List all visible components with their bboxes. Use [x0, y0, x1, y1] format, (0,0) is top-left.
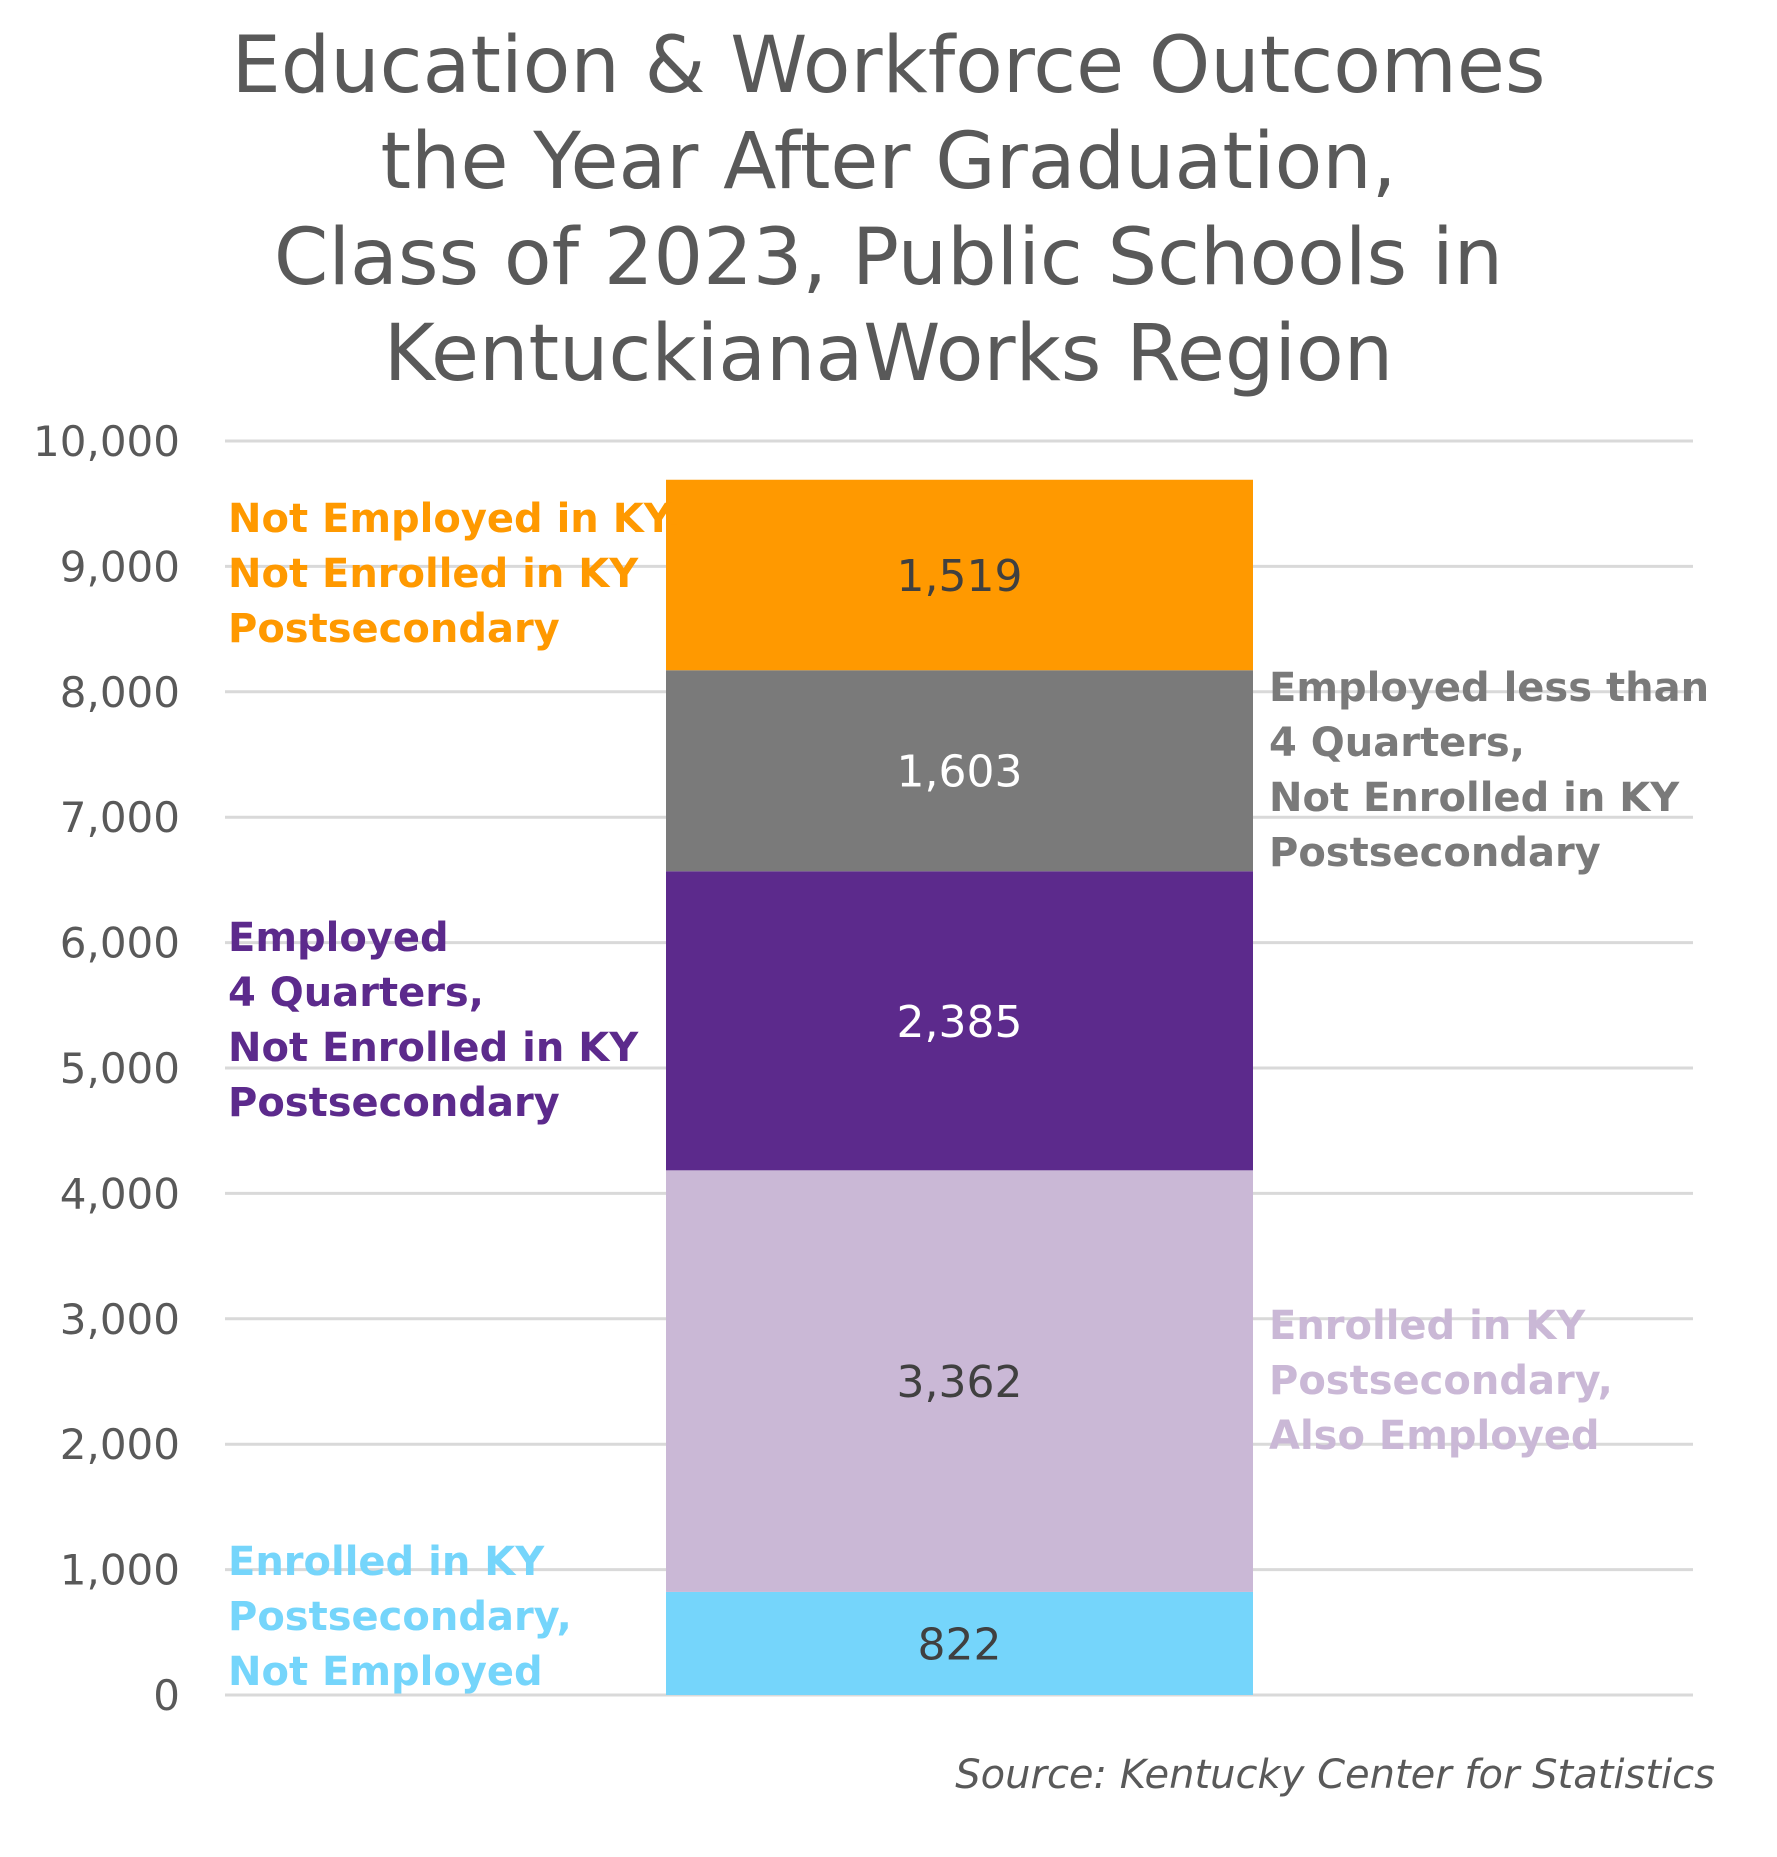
segment-label-line: Postsecondary — [228, 1079, 560, 1126]
y-tick-label: 10,000 — [33, 417, 180, 466]
segment-label-line: Postsecondary — [228, 606, 560, 653]
data-label: 1,519 — [897, 551, 1023, 602]
y-tick-label: 1,000 — [60, 1546, 180, 1595]
y-tick-label: 3,000 — [60, 1295, 180, 1344]
segment-category-label: Not Employed in KY, Not Enrolled in KY Pos… — [228, 492, 681, 657]
segment-label-line: Employed less than — [1269, 664, 1710, 711]
y-tick-label: 5,000 — [60, 1044, 180, 1093]
segment-label-line: Enrolled in KY — [228, 1539, 545, 1585]
segment-label-line: Postsecondary, — [1269, 1357, 1613, 1404]
data-label: 822 — [918, 1619, 1002, 1670]
segment-category-label: Employed less than 4 Quarters, Not Enrolle… — [1269, 661, 1709, 881]
y-tick-label: 4,000 — [60, 1169, 180, 1218]
segment-label-line: 4 Quarters, — [1269, 719, 1525, 766]
segment-label-line: Postsecondary, — [228, 1594, 572, 1640]
segment-label-line: Postsecondary — [1269, 829, 1601, 876]
data-label: 2,385 — [897, 997, 1023, 1048]
y-tick-label: 0 — [153, 1671, 180, 1720]
y-tick-label: 8,000 — [60, 668, 180, 717]
data-label: 3,362 — [897, 1357, 1023, 1408]
chart-title-line: KentuckianaWorks Region — [383, 309, 1394, 399]
y-tick-label: 2,000 — [60, 1420, 180, 1469]
segment-label-line: Not Enrolled in KY — [228, 1024, 639, 1071]
bar-segment — [666, 670, 1253, 872]
bar-segment — [666, 479, 1253, 671]
segment-label-line: Employed — [228, 914, 449, 961]
bar-segment — [666, 1170, 1253, 1592]
data-label: 1,603 — [897, 747, 1023, 798]
segment-category-label: Enrolled in KY Postsecondary, Not Employed — [228, 1535, 572, 1700]
segment-label-line: 4 Quarters, — [228, 969, 484, 1016]
segment-category-label: Employed 4 Quarters, Not Enrolled in KY Pos… — [228, 911, 638, 1131]
chart-title: Education & Workforce Outcomes the Year … — [0, 18, 1777, 402]
bar-segment — [666, 1591, 1253, 1695]
bar-segment — [666, 871, 1253, 1171]
segment-label-line: Not Employed — [228, 1649, 543, 1695]
segment-label-line: Enrolled in KY — [1269, 1302, 1586, 1349]
y-tick-label: 6,000 — [60, 919, 180, 968]
segment-category-label: Enrolled in KY Postsecondary, Also Employe… — [1269, 1299, 1613, 1464]
segment-label-line: Also Employed — [1269, 1412, 1600, 1459]
chart-title-line: Education & Workforce Outcomes — [231, 21, 1546, 111]
segment-label-line: Not Enrolled in KY — [1269, 774, 1680, 821]
segment-label-line: Not Enrolled in KY — [228, 551, 639, 598]
source-note: Source: Kentucky Center for Statistics — [955, 1752, 1715, 1798]
chart-title-line: the Year After Graduation, — [380, 117, 1397, 207]
y-tick-label: 9,000 — [60, 542, 180, 591]
y-tick-label: 7,000 — [60, 793, 180, 842]
chart-title-line: Class of 2023, Public Schools in — [273, 213, 1504, 303]
segment-label-line: Not Employed in KY, — [228, 496, 682, 543]
